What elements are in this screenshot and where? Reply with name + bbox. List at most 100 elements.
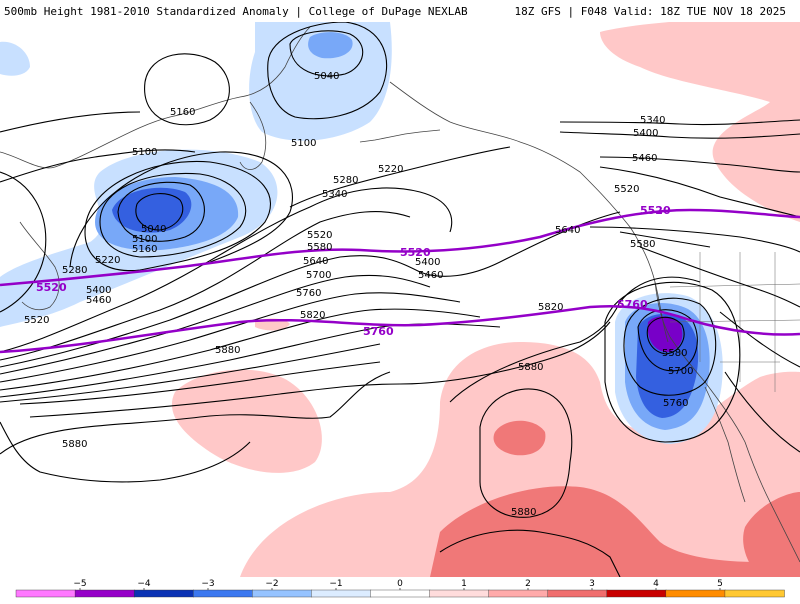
contour-5100-low (99, 172, 247, 258)
positive-anomaly-strong-south (430, 486, 780, 577)
map-panel: 5040 5100 5160 5100 5040 5100 5160 5220 … (0, 22, 800, 577)
label-5160-west: 5160 (170, 107, 195, 118)
label-5460-ne: 5460 (632, 153, 657, 164)
contour-5880-south (439, 529, 621, 577)
label-5520-ne: 5520 (614, 184, 639, 195)
contour-5460 (0, 274, 431, 375)
colorbar-svg: −5 −4 −3 −2 −1 0 1 2 3 4 5 (15, 579, 785, 598)
contour-west-low-inner (135, 193, 184, 231)
colorbar-swatch (15, 589, 76, 598)
kamchatka-coastline (239, 101, 267, 170)
label-5400-ne: 5400 (633, 128, 658, 139)
aleutian-chain (359, 129, 441, 143)
contour-5160-west (0, 111, 141, 133)
contour-5880-center (479, 388, 573, 518)
contour-5220-mid (289, 146, 511, 208)
contour-5820-se (724, 371, 800, 453)
label-5640-east: 5640 (555, 225, 580, 236)
colorbar-swatch (547, 589, 608, 598)
purple-label-5760-east: 5760 (617, 298, 648, 311)
height-labels: 5040 5100 5160 5100 5040 5100 5160 5220 … (24, 71, 693, 518)
label-5340-mid: 5340 (322, 189, 347, 200)
colorbar-swatch (252, 589, 313, 598)
colorbar-swatch (193, 589, 254, 598)
colorbar-swatch (74, 589, 135, 598)
contour-5580-east (619, 231, 711, 248)
colorbar-swatch (370, 589, 431, 598)
contour-5640-east (589, 226, 800, 253)
map-svg: 5040 5100 5160 5100 5040 5100 5160 5220 … (0, 22, 800, 577)
colorbar-swatch (429, 589, 490, 598)
contour-5760-east (719, 311, 800, 368)
colorbar-tick-label: 1 (461, 579, 467, 589)
height-contours (0, 22, 800, 577)
contour-5400-ne (559, 131, 800, 139)
label-5100-west: 5100 (132, 147, 157, 158)
contour-5160-north (144, 53, 230, 126)
colorbar-swatch (311, 589, 372, 598)
contour-5100-north (267, 22, 388, 120)
label-5700-mid: 5700 (306, 270, 331, 281)
label-5100-low: 5100 (132, 234, 157, 245)
colorbar-tick-label: 5 (717, 579, 723, 589)
positive-anomaly-northeast (600, 22, 800, 222)
label-5280-mid: 5280 (333, 175, 358, 186)
label-5760-mid: 5760 (296, 288, 321, 299)
positive-anomaly-strong-center (493, 420, 546, 456)
baja-coastline (704, 386, 746, 503)
colorbar-swatches (15, 589, 785, 598)
japan-coastline (19, 221, 60, 311)
colorbar-tick-label: −4 (137, 579, 151, 589)
contour-cutoff-5580 (646, 316, 685, 355)
label-5580-cutoff: 5580 (662, 348, 687, 359)
contour-cutoff-5640 (637, 309, 698, 372)
colorbar-swatch (133, 589, 194, 598)
colorbar-swatch (724, 589, 785, 598)
negative-anomaly-northwest (0, 41, 30, 76)
label-5400-west: 5400 (86, 285, 111, 296)
label-5220-low: 5220 (95, 255, 120, 266)
label-5880-south: 5880 (511, 507, 536, 518)
colorbar-tick-label: 3 (589, 579, 595, 589)
purple-label-5760-mid: 5760 (363, 325, 394, 338)
label-5520-mid: 5520 (307, 230, 332, 241)
label-5580-east: 5580 (630, 239, 655, 250)
map-header: 500mb Height 1981-2010 Standardized Anom… (0, 0, 800, 22)
label-5880-center: 5880 (518, 362, 543, 373)
purple-labels: 5520 5520 5520 5760 5760 (36, 204, 671, 338)
colorbar-tick-label: 2 (525, 579, 531, 589)
us-west-coast (654, 281, 800, 563)
contour-5820 (29, 321, 611, 418)
contour-5880-west (0, 371, 391, 455)
label-5340-ne: 5340 (640, 115, 665, 126)
label-5040-north: 5040 (314, 71, 339, 82)
anomaly-shading (0, 22, 800, 577)
colorbar-tick-label: 0 (397, 579, 403, 589)
negative-anomaly-west-core (112, 187, 192, 233)
label-5820-mid: 5820 (300, 310, 325, 321)
colorbar-tick-label: −2 (265, 579, 278, 589)
contour-5580 (0, 308, 481, 391)
contour-5820-east (449, 276, 701, 403)
contour-5280 (0, 187, 453, 353)
label-5640-mid: 5640 (303, 256, 328, 267)
colorbar-swatch (488, 589, 549, 598)
colorbar-tick-label: 4 (653, 579, 659, 589)
label-5880-west: 5880 (215, 345, 240, 356)
contour-5100-west (0, 149, 196, 183)
contour-5220-low (69, 151, 294, 268)
contour-5040-low (117, 181, 205, 242)
contour-cutoff-5700 (623, 297, 717, 396)
coastlines (0, 26, 800, 563)
label-5520-west: 5520 (24, 315, 49, 326)
label-5040-low: 5040 (141, 224, 166, 235)
colorbar-ticks: −5 −4 −3 −2 −1 0 1 2 3 4 5 (73, 579, 723, 590)
label-5700-cutoff: 5700 (668, 366, 693, 377)
contour-5520 (0, 292, 461, 383)
purple-label-5520-west: 5520 (36, 281, 67, 294)
contour-5760 (19, 361, 381, 405)
label-5880-sw: 5880 (62, 439, 87, 450)
label-5100-north: 5100 (291, 138, 316, 149)
colorbar-tick-label: −1 (329, 579, 342, 589)
header-title: 500mb Height 1981-2010 Standardized Anom… (4, 5, 468, 18)
